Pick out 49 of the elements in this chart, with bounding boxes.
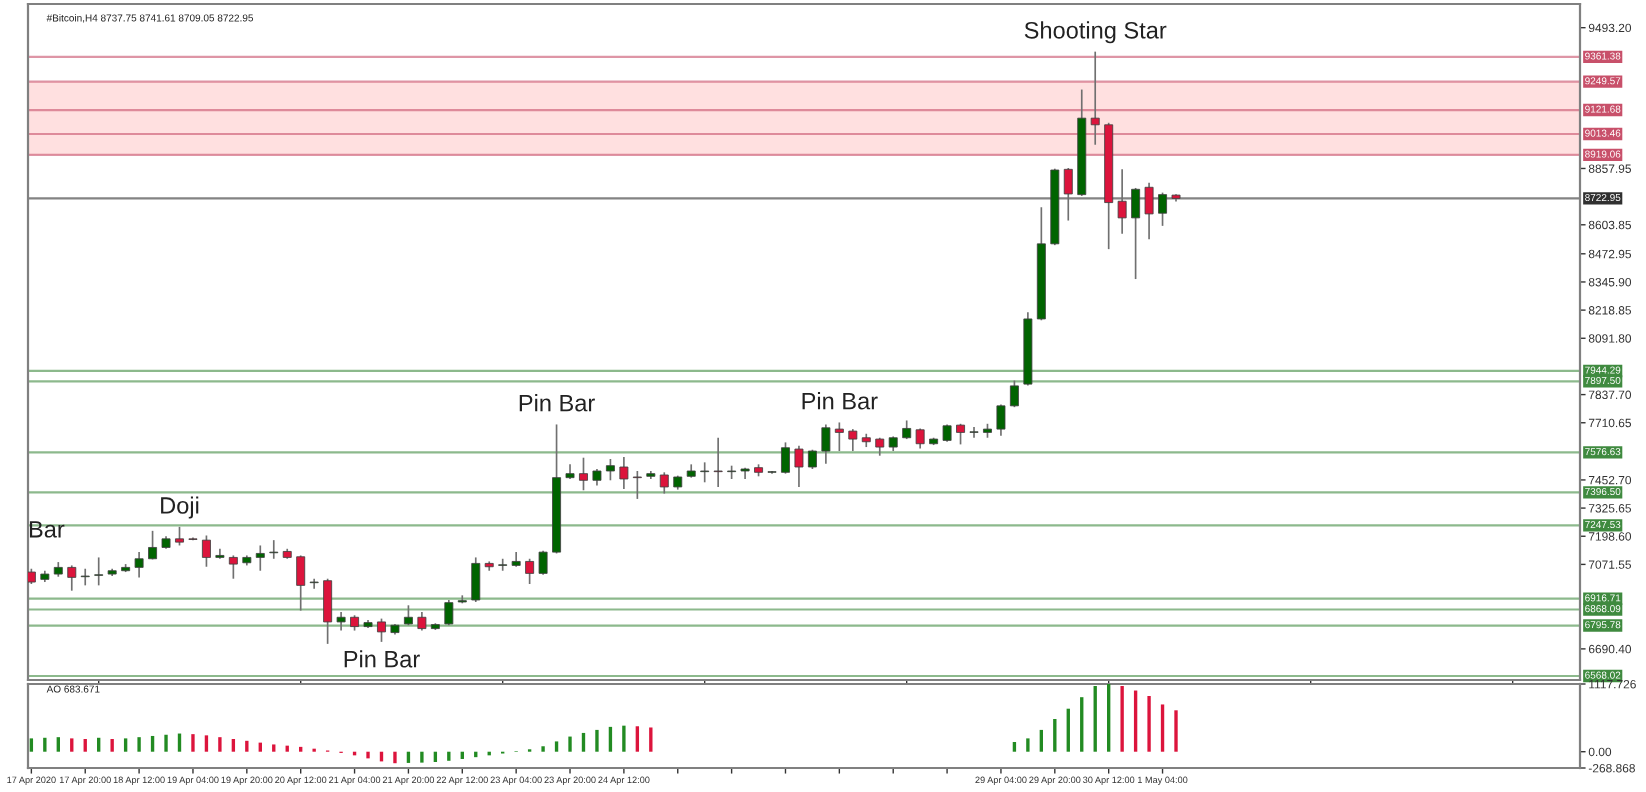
candlestick [969,426,979,439]
candlestick [821,423,831,465]
candlestick [1158,191,1167,227]
candlestick [1144,181,1154,240]
candlestick [848,428,858,452]
candlestick [1009,379,1019,408]
candlestick [80,567,90,587]
candlestick [296,554,306,612]
candlestick [902,419,912,440]
candlestick [148,530,158,561]
candlestick [915,427,925,450]
candlestick [659,471,669,495]
candlestick [94,556,104,587]
candlestick [996,403,1006,437]
candlestick [336,611,346,632]
candlestick [794,444,804,488]
candlestick [1117,168,1127,235]
candlestick [323,577,333,645]
candlestick [525,557,535,585]
candlestick [134,551,144,579]
candlestick [269,539,279,560]
annotation: Bar [29,521,65,538]
candlestick [632,470,642,500]
candlestick [781,441,790,475]
candlestick [377,617,386,643]
candlestick [175,526,184,547]
candlestick [471,556,481,603]
candlestick [309,577,319,590]
candlestick [228,554,238,580]
annotation: Pin Bar [344,650,420,668]
candlestick [605,458,615,482]
candlestick [498,557,508,572]
candlestick [619,456,629,490]
candlestick [1063,167,1073,222]
candlestick [579,456,588,492]
candlestick [417,611,427,632]
candlestick [713,436,723,488]
annotation: Shooting Star [1024,21,1167,44]
candlestick [1131,187,1141,280]
annotation: Doji [161,496,199,519]
annotation: Pin Bar [519,394,595,412]
candlestick [444,599,454,627]
candlestick [255,544,265,572]
candlestick [834,421,844,452]
candlestick [201,534,211,568]
candlestick [1090,50,1100,146]
annotation: Pin Bar [802,392,878,410]
candlestick [67,564,77,592]
candlestick [700,461,710,484]
